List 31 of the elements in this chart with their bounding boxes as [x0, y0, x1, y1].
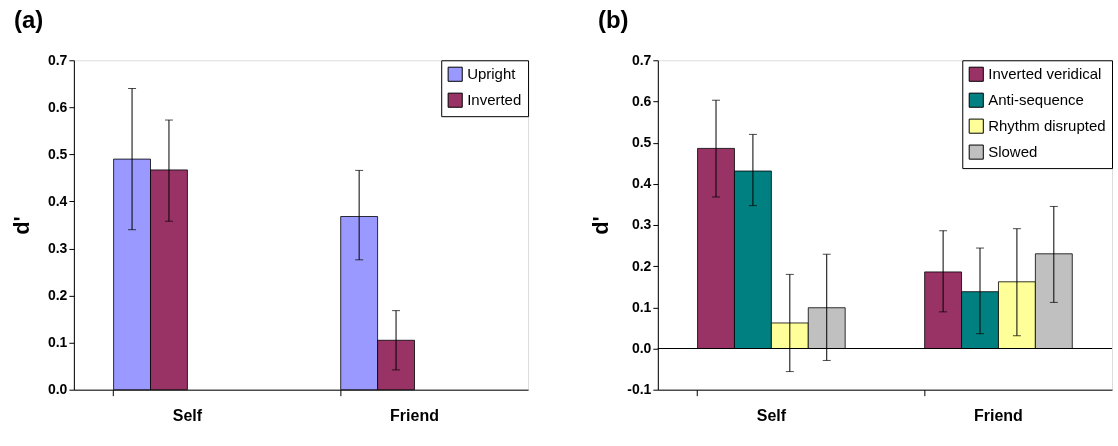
y-tick-label: 0.5 [47, 145, 68, 162]
y-tick-label: 0.0 [47, 381, 68, 398]
y-tick-label: 0.6 [631, 92, 652, 109]
y-tick-label: 0.3 [47, 240, 68, 256]
legend-label: Inverted [467, 91, 522, 109]
x-tick-label: Friend [974, 407, 1023, 425]
chart-title: (a) [13, 6, 44, 34]
y-axis-title: d' [588, 216, 614, 235]
legend-label: Upright [467, 65, 517, 83]
chart-title: (b) [597, 6, 629, 34]
y-tick-label: 0.2 [47, 287, 68, 304]
legend-label: Rhythm disrupted [988, 117, 1106, 135]
x-tick-label: Self [172, 407, 203, 425]
legend-label: Anti-sequence [988, 91, 1084, 109]
y-axis-title: d' [8, 216, 34, 235]
y-tick-label: 0.4 [47, 192, 68, 209]
y-tick-label: 0.6 [47, 98, 68, 115]
x-tick-label: Friend [390, 407, 439, 425]
y-tick-label: 0.7 [47, 51, 68, 68]
y-tick-label: 0.7 [631, 51, 652, 68]
y-tick-label: 0.1 [47, 334, 68, 351]
x-tick-label: Self [756, 407, 787, 425]
y-tick-label: -0.1 [627, 381, 652, 398]
y-tick-label: 0.4 [631, 175, 652, 192]
y-tick-label: 0.0 [631, 340, 652, 356]
legend-label: Slowed [988, 143, 1038, 161]
y-tick-label: 0.2 [631, 257, 652, 274]
y-tick-label: 0.5 [631, 134, 652, 151]
legend-label: Inverted veridical [988, 65, 1102, 83]
y-tick-label: 0.3 [631, 216, 652, 233]
y-tick-label: 0.1 [631, 298, 652, 315]
